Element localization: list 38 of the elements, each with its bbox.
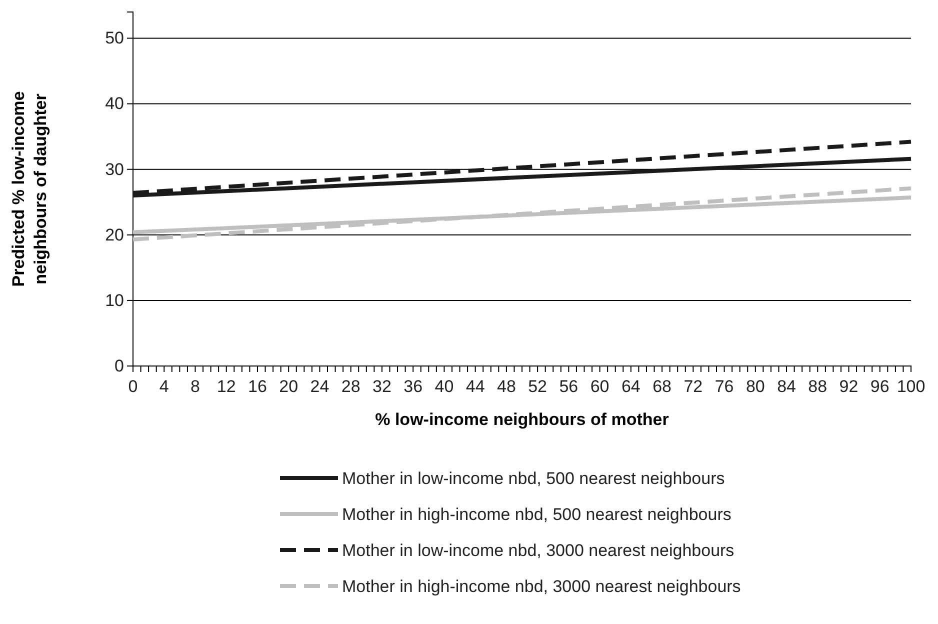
x-tick-label: 96 [870,377,890,396]
x-tick-label: 60 [590,377,610,396]
x-tick-label: 100 [896,377,926,396]
x-tick-label: 12 [216,377,236,396]
x-tick-label: 40 [434,377,454,396]
y-tick-label: 20 [105,225,124,244]
x-tick-label: 88 [808,377,828,396]
x-tick-label: 76 [714,377,734,396]
x-tick-label: 72 [684,377,703,396]
x-tick-label: 48 [496,377,516,396]
x-axis-title: % low-income neighbours of mother [375,410,670,429]
x-tick-label: 80 [746,377,765,396]
x-tick-label: 24 [310,377,330,396]
x-tick-label: 28 [341,377,360,396]
x-tick-label: 16 [248,377,267,396]
x-tick-label: 92 [839,377,858,396]
legend-label: Mother in high-income nbd, 3000 nearest neighbours [342,576,741,596]
y-tick-label: 40 [105,94,124,114]
x-tick-label: 32 [372,377,392,396]
legend-label: Mother in low-income nbd, 3000 nearest neighbours [342,540,734,560]
x-tick-label: 84 [777,377,796,396]
y-tick-label: 10 [105,290,124,310]
x-tick-label: 68 [652,377,672,396]
y-tick-label: 50 [105,28,124,48]
x-tick-label: 44 [466,377,485,396]
y-tick-label: 30 [105,160,124,179]
y-axis-title: Predicted % low-income neighbours of daughter [9,91,50,287]
y-tick-label: 0 [114,356,124,376]
x-tick-label: 20 [279,377,298,396]
x-tick-label: 56 [559,377,578,396]
x-tick-label: 8 [190,377,200,396]
legend-label: Mother in low-income nbd, 500 nearest neighbours [342,468,725,488]
x-tick-label: 4 [159,377,169,396]
x-tick-label: 52 [528,377,548,396]
x-tick-label: 64 [621,377,640,396]
legend-label: Mother in high-income nbd, 500 nearest neighbours [342,504,732,524]
x-tick-label: 36 [404,377,423,396]
x-tick-label: 0 [128,377,138,396]
